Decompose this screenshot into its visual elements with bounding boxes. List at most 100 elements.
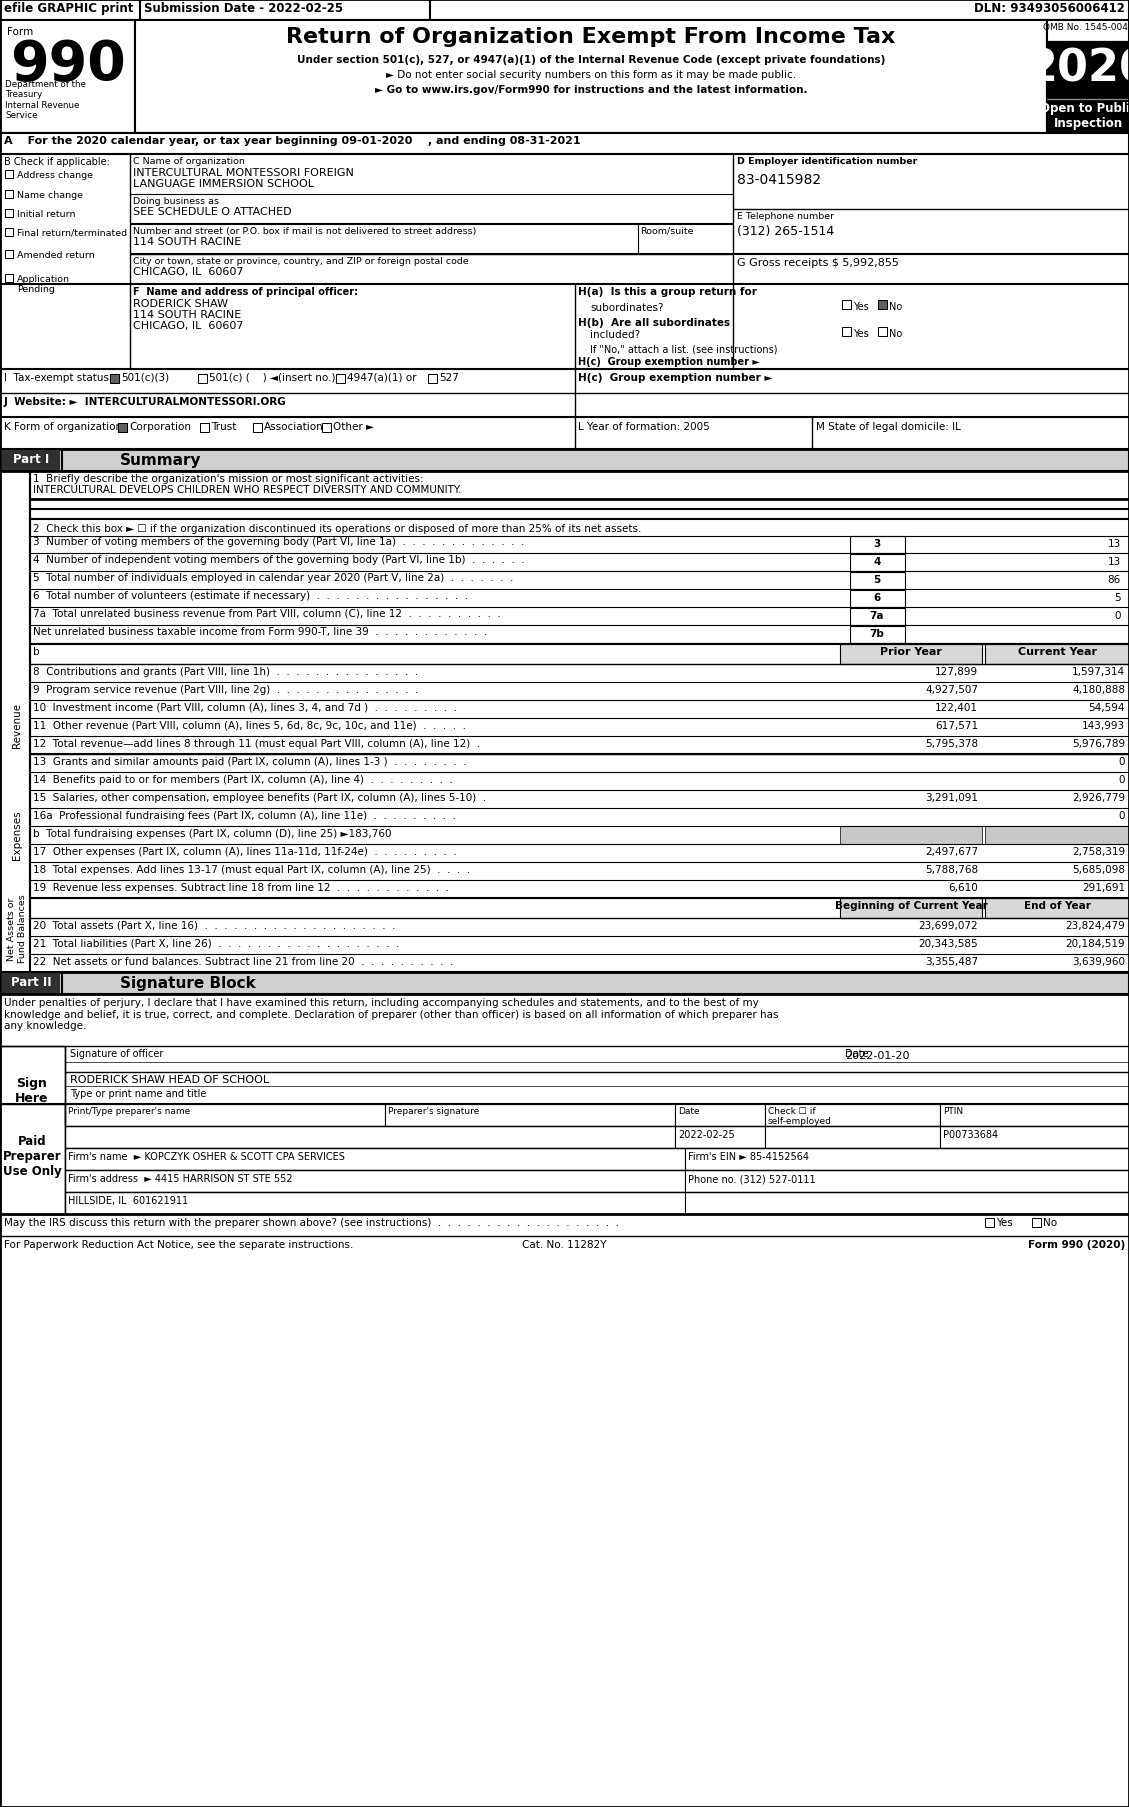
Text: P00733684: P00733684 (943, 1129, 998, 1140)
Text: 2  Check this box ► ☐ if the organization discontinued its operations or dispose: 2 Check this box ► ☐ if the organization… (33, 524, 641, 533)
Text: efile GRAPHIC print: efile GRAPHIC print (5, 2, 133, 14)
Text: Part I: Part I (12, 454, 50, 466)
Bar (1047, 22, 1129, 43)
Text: Corporation: Corporation (129, 421, 191, 432)
Text: Room/suite: Room/suite (640, 228, 693, 237)
Text: 2,497,677: 2,497,677 (925, 846, 978, 857)
Text: 122,401: 122,401 (935, 703, 978, 712)
Text: 4: 4 (874, 557, 881, 567)
Text: HILLSIDE, IL  601621911: HILLSIDE, IL 601621911 (68, 1196, 189, 1205)
Bar (0, 134, 1129, 155)
Text: 5: 5 (1114, 593, 1121, 604)
Text: Form 990 (2020): Form 990 (2020) (1027, 1240, 1124, 1249)
Bar (385, 1104, 675, 1126)
Bar (685, 1149, 1129, 1171)
Bar (984, 1218, 994, 1227)
Bar (940, 1104, 1129, 1126)
Text: 16a  Professional fundraising fees (Part IX, column (A), line 11e)  .  .  .  .  : 16a Professional fundraising fees (Part … (33, 811, 456, 820)
Text: Firm's name  ► KOPCZYK OSHER & SCOTT CPA SERVICES: Firm's name ► KOPCZYK OSHER & SCOTT CPA … (68, 1151, 344, 1162)
Text: 114 SOUTH RACINE: 114 SOUTH RACINE (133, 237, 242, 248)
Text: Preparer's signature: Preparer's signature (388, 1106, 479, 1115)
Text: 6: 6 (874, 593, 881, 604)
Text: For Paperwork Reduction Act Notice, see the separate instructions.: For Paperwork Reduction Act Notice, see … (5, 1240, 353, 1249)
Bar (322, 425, 331, 432)
Bar (0, 22, 135, 134)
Text: No: No (889, 302, 902, 313)
Text: Doing business as: Doing business as (133, 197, 219, 206)
Bar (0, 450, 1129, 472)
Text: Date: Date (679, 1106, 700, 1115)
Bar (5, 210, 14, 219)
Text: 4  Number of independent voting members of the governing body (Part VI, line 1b): 4 Number of independent voting members o… (33, 555, 525, 564)
Bar (850, 627, 905, 643)
Text: CHICAGO, IL  60607: CHICAGO, IL 60607 (133, 267, 244, 276)
Bar (5, 251, 14, 258)
Bar (428, 374, 437, 383)
Text: Part II: Part II (10, 976, 51, 988)
Bar (765, 1104, 940, 1126)
Text: 23,824,479: 23,824,479 (1066, 920, 1124, 931)
Text: 5: 5 (874, 575, 881, 585)
Bar (842, 327, 851, 336)
Bar (65, 1193, 685, 1214)
Text: Name change: Name change (17, 192, 84, 201)
Text: 3,355,487: 3,355,487 (925, 956, 978, 967)
Text: Net unrelated business taxable income from Form 990-T, line 39  .  .  .  .  .  .: Net unrelated business taxable income fr… (33, 627, 488, 636)
Text: 86: 86 (1108, 575, 1121, 585)
Bar (65, 1126, 675, 1149)
Text: 23,699,072: 23,699,072 (918, 920, 978, 931)
Text: 501(c) (    ) ◄(insert no.): 501(c) ( ) ◄(insert no.) (209, 372, 335, 383)
Text: If "No," attach a list. (see instructions): If "No," attach a list. (see instruction… (590, 343, 778, 354)
Text: K Form of organization:: K Form of organization: (5, 421, 125, 432)
Text: INTERCULTURAL DEVELOPS CHILDREN WHO RESPECT DIVERSITY AND COMMUNITY.: INTERCULTURAL DEVELOPS CHILDREN WHO RESP… (33, 484, 462, 495)
Bar (65, 1104, 385, 1126)
Text: Prior Year: Prior Year (881, 647, 942, 656)
Bar (984, 826, 1129, 844)
Text: 5,788,768: 5,788,768 (925, 864, 978, 875)
Bar (850, 591, 905, 607)
Text: 14  Benefits paid to or for members (Part IX, column (A), line 4)  .  .  .  .  .: 14 Benefits paid to or for members (Part… (33, 775, 453, 784)
Bar (765, 1126, 940, 1149)
Text: (312) 265-1514: (312) 265-1514 (737, 224, 834, 239)
Text: 13: 13 (1108, 557, 1121, 567)
Text: 1  Briefly describe the organization's mission or most significant activities:: 1 Briefly describe the organization's mi… (33, 473, 423, 484)
Text: Signature of officer: Signature of officer (70, 1048, 164, 1059)
Bar (0, 1104, 65, 1214)
Text: No: No (889, 329, 902, 340)
Text: Other ►: Other ► (333, 421, 374, 432)
Text: 11  Other revenue (Part VIII, column (A), lines 5, 6d, 8c, 9c, 10c, and 11e)  . : 11 Other revenue (Part VIII, column (A),… (33, 721, 466, 730)
Text: ► Do not enter social security numbers on this form as it may be made public.: ► Do not enter social security numbers o… (386, 70, 796, 80)
Text: RODERICK SHAW HEAD OF SCHOOL: RODERICK SHAW HEAD OF SCHOOL (70, 1075, 269, 1084)
Bar (1032, 1218, 1041, 1227)
Bar (110, 374, 119, 383)
Text: 291,691: 291,691 (1082, 882, 1124, 893)
Text: CHICAGO, IL  60607: CHICAGO, IL 60607 (133, 322, 244, 331)
Text: Association: Association (264, 421, 324, 432)
Bar (2, 450, 60, 472)
Text: May the IRS discuss this return with the preparer shown above? (see instructions: May the IRS discuss this return with the… (5, 1218, 619, 1227)
Text: I  Tax-exempt status:: I Tax-exempt status: (5, 372, 113, 383)
Bar (253, 425, 262, 432)
Text: Open to Public
Inspection: Open to Public Inspection (1040, 101, 1129, 130)
Text: Net Assets or
Fund Balances: Net Assets or Fund Balances (7, 894, 27, 963)
Text: 15  Salaries, other compensation, employee benefits (Part IX, column (A), lines : 15 Salaries, other compensation, employe… (33, 793, 487, 802)
Text: H(c)  Group exemption number ►: H(c) Group exemption number ► (578, 372, 772, 383)
Text: 22  Net assets or fund balances. Subtract line 21 from line 20  .  .  .  .  .  .: 22 Net assets or fund balances. Subtract… (33, 956, 454, 967)
Text: 7a  Total unrelated business revenue from Part VIII, column (C), line 12  .  .  : 7a Total unrelated business revenue from… (33, 609, 501, 618)
Text: Date: Date (844, 1048, 868, 1059)
Text: 12  Total revenue—add lines 8 through 11 (must equal Part VIII, column (A), line: 12 Total revenue—add lines 8 through 11 … (33, 739, 480, 748)
Bar (2, 974, 60, 994)
Text: 5  Total number of individuals employed in calendar year 2020 (Part V, line 2a) : 5 Total number of individuals employed i… (33, 573, 514, 582)
Text: B Check if applicable:: B Check if applicable: (5, 157, 110, 166)
Text: OMB No. 1545-0047: OMB No. 1545-0047 (1043, 23, 1129, 33)
Text: No: No (1043, 1218, 1057, 1227)
Text: Application
Pending: Application Pending (17, 275, 70, 295)
Text: 2,758,319: 2,758,319 (1071, 846, 1124, 857)
Bar (5, 192, 14, 199)
Bar (65, 1171, 685, 1193)
Bar (984, 898, 1129, 918)
Text: Yes: Yes (854, 302, 868, 313)
Bar (850, 537, 905, 553)
Text: 7b: 7b (869, 629, 884, 638)
Bar (5, 275, 14, 284)
